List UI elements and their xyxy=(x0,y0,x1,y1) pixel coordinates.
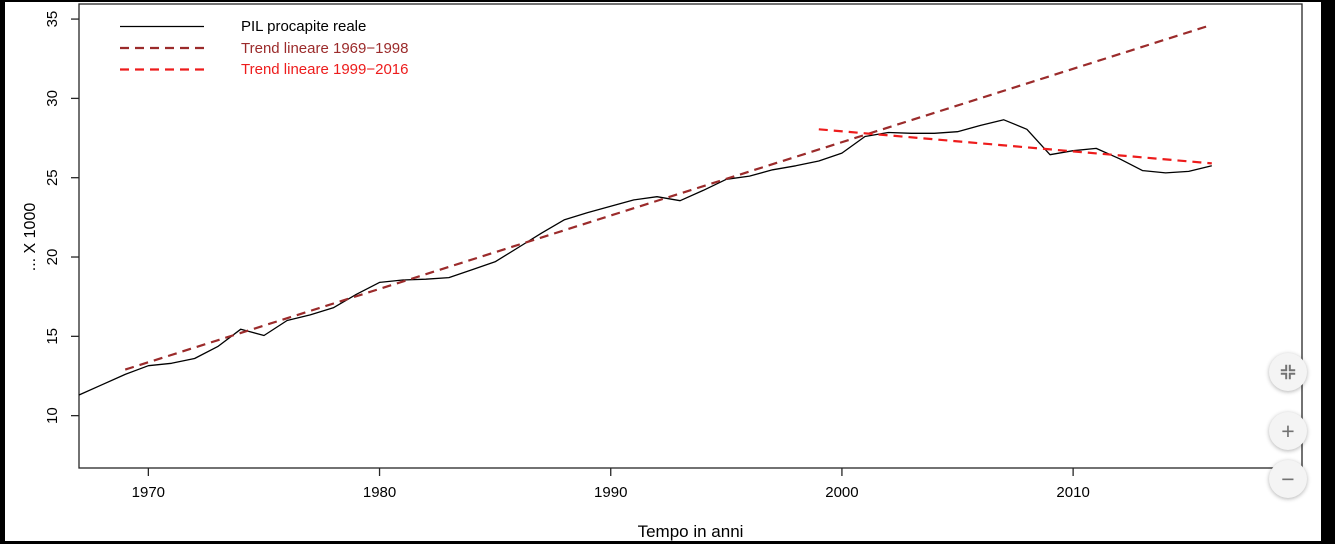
x-tick-label: 2010 xyxy=(1056,484,1089,501)
series-line-0 xyxy=(78,119,1212,396)
y-tick-label: 10 xyxy=(44,407,61,424)
zoom-out-button[interactable]: − xyxy=(1269,460,1307,498)
x-axis-title: Tempo in anni xyxy=(637,522,744,541)
plot-surface: 10 15 20 25 30 35 1970 1980 1990 2000 2010 Tempo i… xyxy=(5,2,1321,541)
y-tick-label: 20 xyxy=(44,249,61,266)
series-line-1 xyxy=(124,23,1213,371)
legend-label-pil-procapite: PIL procapite reale xyxy=(241,18,367,35)
fit-to-window-icon xyxy=(1280,364,1296,380)
y-tick-label: 25 xyxy=(44,169,61,186)
legend-label-trend-1969-1998: Trend lineare 1969−1998 xyxy=(241,39,409,57)
x-tick-label: 2000 xyxy=(825,484,858,501)
y-tick-label: 15 xyxy=(44,328,61,345)
x-tick-label: 1980 xyxy=(363,484,396,501)
plot-border xyxy=(78,3,1303,469)
y-axis-title: ... X 1000 xyxy=(22,202,39,272)
x-tick-label: 1970 xyxy=(132,484,165,501)
legend-label-trend-1999-2016: Trend lineare 1999−2016 xyxy=(241,61,409,78)
minus-icon: − xyxy=(1281,465,1295,492)
fit-to-window-button[interactable] xyxy=(1269,353,1307,391)
plus-icon: + xyxy=(1281,417,1295,444)
y-tick-label: 30 xyxy=(44,90,61,107)
series-line-2 xyxy=(818,128,1212,165)
x-tick-label: 1990 xyxy=(594,484,627,501)
zoom-in-button[interactable]: + xyxy=(1269,412,1307,450)
y-tick-label: 35 xyxy=(44,11,61,28)
